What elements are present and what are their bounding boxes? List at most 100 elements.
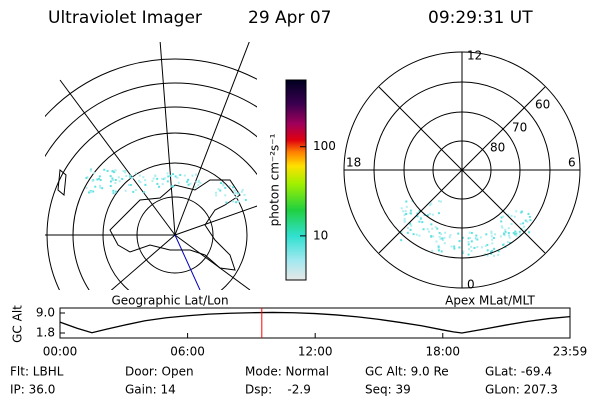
emission-pixel [514, 230, 517, 233]
emission-pixel [240, 190, 243, 193]
emission-pixel [215, 194, 218, 197]
emission-pixel [512, 232, 515, 235]
emission-pixel [109, 185, 112, 188]
emission-pixel [132, 190, 135, 193]
mlat-label: 80 [490, 141, 505, 155]
footer-field: Flt: LBHL [10, 365, 64, 379]
footer-field: IP: 36.0 [10, 383, 55, 397]
emission-pixel [503, 233, 506, 236]
emission-pixel [439, 200, 442, 203]
emission-pixel [228, 185, 231, 188]
emission-pixel [234, 191, 237, 194]
emission-pixel [118, 180, 121, 183]
emission-pixel [435, 240, 438, 243]
emission-pixel [405, 213, 408, 216]
emission-pixel [409, 212, 412, 215]
emission-pixel [503, 234, 506, 237]
emission-pixel [490, 252, 493, 255]
emission-pixel [528, 215, 531, 218]
emission-pixel [468, 231, 471, 234]
emission-pixel [486, 254, 489, 257]
emission-pixel [167, 175, 170, 178]
emission-pixel [527, 212, 530, 215]
emission-pixel [187, 178, 190, 181]
emission-pixel [129, 176, 132, 179]
emission-pixel [457, 232, 460, 235]
emission-pixel [129, 174, 132, 177]
emission-pixel [444, 231, 447, 234]
emission-pixel [197, 184, 200, 187]
emission-pixel [96, 178, 99, 181]
map-label: Geographic Lat/Lon [111, 294, 228, 308]
geographic-map [45, 42, 257, 290]
emission-pixel [403, 217, 406, 220]
emission-pixel [233, 189, 236, 192]
emission-pixel [232, 200, 235, 203]
emission-pixel [402, 210, 405, 213]
emission-pixel [504, 230, 507, 233]
emission-pixel [237, 192, 240, 195]
emission-pixel [194, 186, 197, 189]
colorbar [285, 79, 307, 281]
emission-pixel [503, 231, 506, 234]
emission-pixel [491, 238, 494, 241]
emission-pixel [438, 231, 441, 234]
emission-pixel [138, 174, 141, 177]
emission-pixel [163, 177, 166, 180]
emission-pixel [418, 220, 421, 223]
emission-pixel [513, 215, 516, 218]
emission-pixel [187, 183, 190, 186]
emission-pixel [507, 213, 510, 216]
emission-pixel [449, 234, 452, 237]
emission-pixel [507, 227, 510, 230]
emission-pixel [470, 240, 473, 243]
emission-pixel [129, 184, 132, 187]
emission-pixel [124, 171, 127, 174]
emission-pixel [431, 249, 434, 252]
emission-pixel [437, 200, 440, 203]
emission-pixel [166, 180, 169, 183]
emission-pixel [470, 245, 473, 248]
emission-pixel [418, 210, 421, 213]
emission-pixel [89, 168, 92, 171]
emission-pixel [166, 172, 169, 175]
emission-pixel [415, 233, 418, 236]
emission-pixel [93, 172, 96, 175]
emission-pixel [519, 222, 522, 225]
emission-pixel [409, 209, 412, 212]
emission-pixel [485, 233, 488, 236]
emission-pixel [448, 236, 451, 239]
emission-pixel [475, 237, 478, 240]
footer-field: GLat: -69.4 [485, 365, 552, 379]
emission-pixel [500, 225, 503, 228]
mlt-label: 12 [467, 49, 482, 63]
emission-pixel [151, 180, 154, 183]
emission-pixel [235, 196, 238, 199]
map-label: Apex MLat/MLT [445, 294, 535, 308]
colorbar-tick-label: 100 [313, 139, 336, 153]
emission-pixel [453, 245, 456, 248]
emission-pixel [507, 234, 510, 237]
emission-pixel [89, 169, 92, 172]
emission-pixel [486, 243, 489, 246]
emission-pixel [114, 190, 117, 193]
emission-pixel [473, 246, 476, 249]
emission-pixel [467, 243, 470, 246]
emission-pixel [462, 250, 465, 253]
emission-pixel [124, 169, 127, 172]
emission-pixel [400, 231, 403, 234]
emission-pixel [510, 214, 513, 217]
emission-pixel [89, 191, 92, 194]
emission-pixel [99, 179, 102, 182]
emission-pixel [111, 177, 114, 180]
emission-pixel [461, 251, 464, 254]
emission-pixel [144, 183, 147, 186]
emission-pixel [528, 231, 531, 234]
footer-field: Mode: Normal [245, 365, 329, 379]
mlt-label: 0 [467, 278, 475, 292]
emission-pixel [235, 201, 238, 204]
emission-pixel [112, 192, 115, 195]
emission-pixel [85, 186, 88, 189]
emission-pixel [443, 242, 446, 245]
